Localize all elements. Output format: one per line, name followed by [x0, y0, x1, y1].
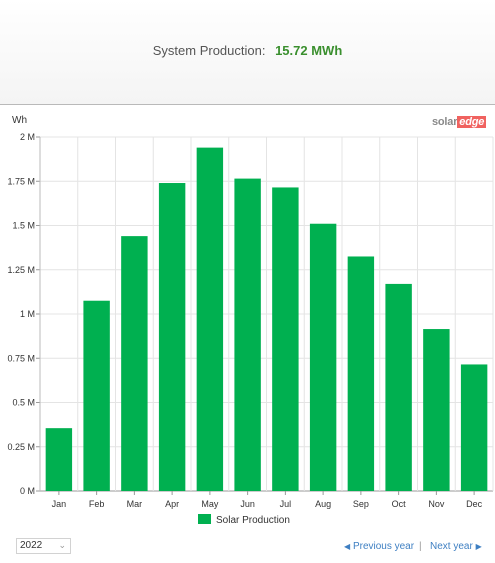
- header-panel: System Production: 15.72 MWh: [0, 0, 495, 105]
- caret-left-icon: ◀: [344, 542, 351, 551]
- x-tick-label: Nov: [428, 499, 445, 509]
- system-production-label: System Production:: [152, 43, 266, 58]
- bar-feb: [83, 300, 110, 491]
- y-tick-label: 1.25 M: [7, 265, 35, 275]
- x-tick-label: Jun: [240, 499, 255, 509]
- solaredge-logo: solar edge: [432, 116, 487, 128]
- year-select-value: 2022: [20, 540, 43, 551]
- logo-text-edge: edge: [457, 116, 487, 128]
- bar-aug: [309, 223, 337, 491]
- bar-oct: [385, 283, 412, 491]
- y-tick-label: 2 M: [20, 132, 35, 142]
- legend-swatch: [198, 514, 211, 524]
- y-tick-label: 0 M: [20, 486, 35, 496]
- x-tick-label: Feb: [89, 499, 105, 509]
- bar-nov: [423, 329, 450, 491]
- bar-jan: [45, 428, 73, 491]
- x-tick-label: Aug: [315, 499, 331, 509]
- previous-year-label: Previous year: [352, 541, 415, 552]
- caret-right-icon: ▶: [475, 542, 482, 551]
- x-tick-label: Sep: [353, 499, 369, 509]
- legend-label: Solar Production: [216, 515, 290, 525]
- bar-jun: [234, 178, 261, 491]
- y-tick-label: 0.75 M: [7, 353, 35, 363]
- next-year-link[interactable]: Next year ▶: [430, 541, 482, 552]
- y-axis-label: Wh: [12, 115, 27, 126]
- chart-svg: Wh 0 M 0.25 M 0.5 M 0.75 M 1 M 1.25 M 1.5 M 1.75…: [7, 115, 494, 526]
- y-tick-label: 1 M: [20, 309, 35, 319]
- next-year-label: Next year: [430, 541, 473, 552]
- x-tick-label: Dec: [466, 499, 483, 509]
- bar-may: [196, 147, 224, 491]
- x-tick-label: Jul: [280, 499, 292, 509]
- x-tick-label: Jan: [52, 499, 67, 509]
- system-production: System Production: 15.72 MWh: [0, 43, 495, 58]
- bar-jul: [272, 187, 299, 491]
- bar-dec: [460, 364, 488, 491]
- nav-separator: |: [419, 541, 422, 552]
- y-tick-label: 1.75 M: [7, 176, 35, 186]
- production-chart: Wh 0 M 0.25 M 0.5 M 0.75 M 1 M 1.25 M 1.5 M 1.75…: [0, 105, 495, 526]
- year-select[interactable]: 2022 ⌄: [16, 538, 71, 554]
- bar-mar: [121, 236, 148, 491]
- system-production-value: 15.72 MWh: [275, 43, 343, 58]
- logo-text-solar: solar: [432, 116, 458, 128]
- bar-apr: [158, 183, 186, 491]
- x-tick-label: Apr: [165, 499, 179, 509]
- previous-year-link[interactable]: ◀ Previous year: [344, 541, 414, 552]
- x-tick-label: Mar: [127, 499, 143, 509]
- chevron-down-icon: ⌄: [58, 540, 66, 550]
- y-tick-label: 0.25 M: [7, 442, 35, 452]
- y-tick-label: 1.5 M: [12, 221, 35, 231]
- x-tick-label: Oct: [392, 499, 407, 509]
- x-tick-label: May: [201, 499, 219, 509]
- y-tick-label: 0.5 M: [12, 398, 35, 408]
- bar-sep: [347, 256, 375, 491]
